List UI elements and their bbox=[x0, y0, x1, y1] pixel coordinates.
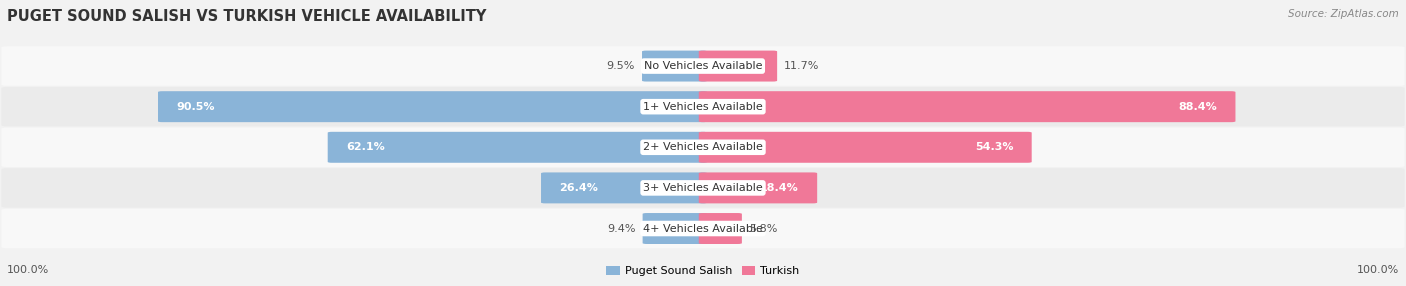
Text: 9.4%: 9.4% bbox=[607, 224, 636, 233]
FancyBboxPatch shape bbox=[643, 51, 707, 82]
Text: 26.4%: 26.4% bbox=[560, 183, 598, 193]
Text: 9.5%: 9.5% bbox=[606, 61, 636, 71]
Text: 90.5%: 90.5% bbox=[176, 102, 215, 112]
Text: 5.8%: 5.8% bbox=[749, 224, 778, 233]
FancyBboxPatch shape bbox=[699, 213, 742, 244]
Text: 1+ Vehicles Available: 1+ Vehicles Available bbox=[643, 102, 763, 112]
FancyBboxPatch shape bbox=[157, 91, 707, 122]
FancyBboxPatch shape bbox=[541, 172, 707, 203]
Text: 18.4%: 18.4% bbox=[761, 183, 799, 193]
Text: 100.0%: 100.0% bbox=[1357, 265, 1399, 275]
FancyBboxPatch shape bbox=[1, 128, 1405, 167]
Text: 54.3%: 54.3% bbox=[974, 142, 1014, 152]
FancyBboxPatch shape bbox=[1, 209, 1405, 248]
FancyBboxPatch shape bbox=[1, 46, 1405, 86]
Text: PUGET SOUND SALISH VS TURKISH VEHICLE AVAILABILITY: PUGET SOUND SALISH VS TURKISH VEHICLE AV… bbox=[7, 9, 486, 23]
Text: 2+ Vehicles Available: 2+ Vehicles Available bbox=[643, 142, 763, 152]
FancyBboxPatch shape bbox=[699, 132, 1032, 163]
Text: 100.0%: 100.0% bbox=[7, 265, 49, 275]
FancyBboxPatch shape bbox=[1, 168, 1405, 208]
Legend: Puget Sound Salish, Turkish: Puget Sound Salish, Turkish bbox=[602, 261, 804, 281]
FancyBboxPatch shape bbox=[1, 87, 1405, 126]
Text: No Vehicles Available: No Vehicles Available bbox=[644, 61, 762, 71]
Text: 62.1%: 62.1% bbox=[346, 142, 385, 152]
Text: 4+ Vehicles Available: 4+ Vehicles Available bbox=[643, 224, 763, 233]
FancyBboxPatch shape bbox=[699, 91, 1236, 122]
FancyBboxPatch shape bbox=[699, 172, 817, 203]
FancyBboxPatch shape bbox=[643, 213, 707, 244]
Text: Source: ZipAtlas.com: Source: ZipAtlas.com bbox=[1288, 9, 1399, 19]
Text: 3+ Vehicles Available: 3+ Vehicles Available bbox=[643, 183, 763, 193]
FancyBboxPatch shape bbox=[328, 132, 707, 163]
Text: 88.4%: 88.4% bbox=[1178, 102, 1218, 112]
FancyBboxPatch shape bbox=[699, 51, 778, 82]
Text: 11.7%: 11.7% bbox=[785, 61, 820, 71]
